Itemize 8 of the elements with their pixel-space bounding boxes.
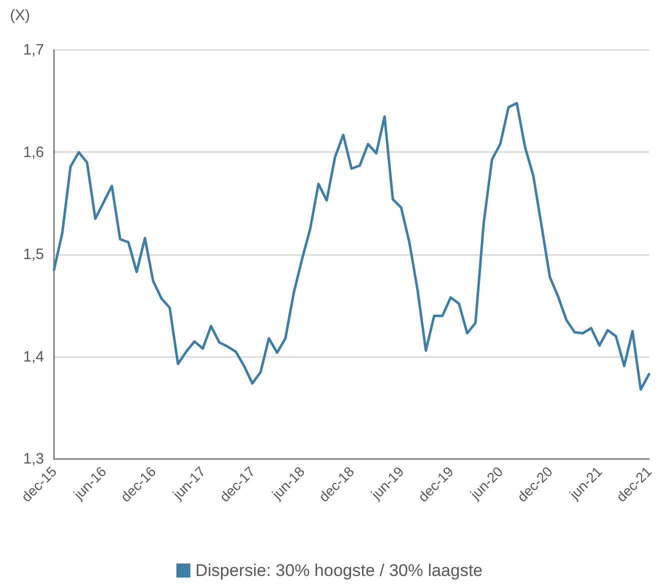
legend-label: Dispersie: 30% hoogste / 30% laagste <box>195 561 483 580</box>
y-tick-label: 1,6 <box>23 144 44 161</box>
line-series <box>52 102 650 391</box>
y-tick-label: 1,5 <box>23 246 44 263</box>
y-tick-label: 1,7 <box>23 42 44 58</box>
y-tick-label: 1,4 <box>23 348 44 366</box>
y-axis-title: (X) <box>10 7 30 24</box>
y-tick-label: 1,3 <box>23 450 44 468</box>
